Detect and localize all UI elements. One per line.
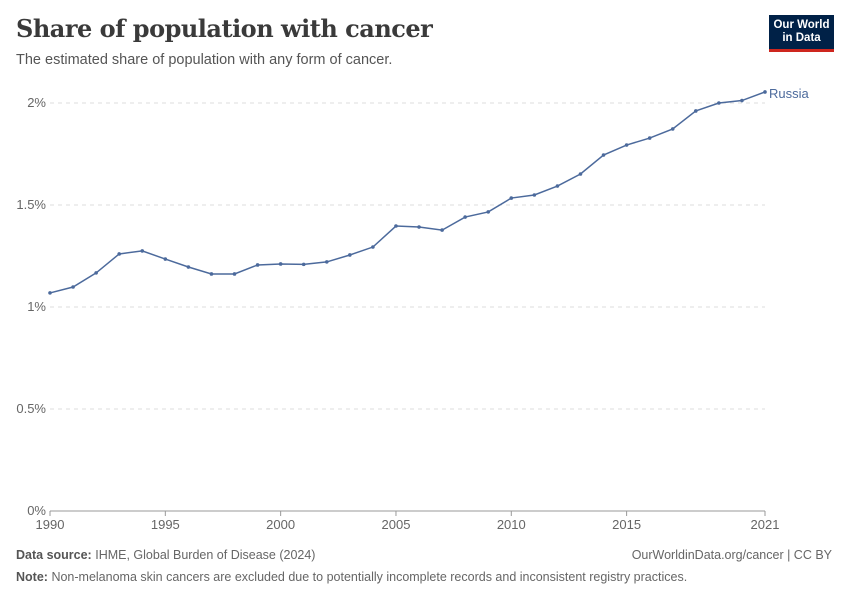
- data-point: [670, 127, 675, 131]
- data-point: [163, 257, 168, 261]
- x-tick-label: 2021: [751, 517, 780, 532]
- data-point: [740, 98, 744, 103]
- data-point: [209, 272, 214, 276]
- data-point: [763, 90, 767, 94]
- y-tick-label: 0%: [27, 503, 46, 518]
- note-label: Note:: [16, 570, 48, 584]
- data-point: [324, 260, 329, 264]
- x-tick-label: 2000: [266, 517, 295, 532]
- data-point: [232, 272, 237, 276]
- data-point: [394, 224, 398, 228]
- data-point: [463, 215, 467, 219]
- data-point: [694, 109, 698, 113]
- data-point: [532, 193, 537, 197]
- data-point: [117, 252, 121, 256]
- series-label: Russia: [769, 86, 810, 101]
- data-point: [140, 249, 145, 253]
- chart-subtitle: The estimated share of population with a…: [16, 52, 393, 68]
- note-text: Non-melanoma skin cancers are excluded d…: [51, 570, 688, 584]
- chart-note: Note: Non-melanoma skin cancers are excl…: [16, 570, 687, 584]
- data-point: [578, 172, 583, 176]
- y-tick-label: 0.5%: [16, 401, 46, 416]
- y-tick-label: 1.5%: [16, 197, 46, 212]
- y-tick-label: 1%: [27, 299, 46, 314]
- data-point: [48, 291, 52, 295]
- data-point: [647, 136, 652, 140]
- x-tick-label: 1990: [36, 517, 65, 532]
- data-point: [624, 143, 629, 147]
- data-point: [94, 271, 98, 275]
- data-point: [717, 101, 721, 105]
- x-tick-label: 2005: [382, 517, 411, 532]
- source-url[interactable]: OurWorldinData.org/cancer | CC BY: [631, 548, 832, 562]
- x-tick-label: 2010: [497, 517, 526, 532]
- data-point: [186, 265, 191, 269]
- data-point: [555, 184, 560, 188]
- data-source: Data source: IHME, Global Burden of Dise…: [16, 548, 315, 562]
- x-tick-label: 1995: [151, 517, 180, 532]
- data-point: [601, 153, 606, 157]
- source-text[interactable]: IHME, Global Burden of Disease (2024): [95, 548, 316, 562]
- data-point: [348, 253, 352, 257]
- data-point: [440, 228, 444, 232]
- source-label: Data source:: [16, 548, 92, 562]
- data-point: [278, 262, 283, 266]
- data-point: [417, 225, 421, 229]
- data-point: [371, 245, 375, 249]
- x-tick-label: 2015: [612, 517, 641, 532]
- owid-logo[interactable]: Our World in Data: [769, 15, 834, 52]
- data-point: [509, 196, 514, 200]
- data-point: [301, 262, 306, 267]
- data-point: [486, 210, 491, 214]
- chart-title: Share of population with cancer: [16, 14, 433, 43]
- y-tick-label: 2%: [27, 95, 46, 110]
- series-line: [49, 91, 766, 294]
- data-point: [71, 285, 75, 289]
- data-point: [255, 263, 260, 267]
